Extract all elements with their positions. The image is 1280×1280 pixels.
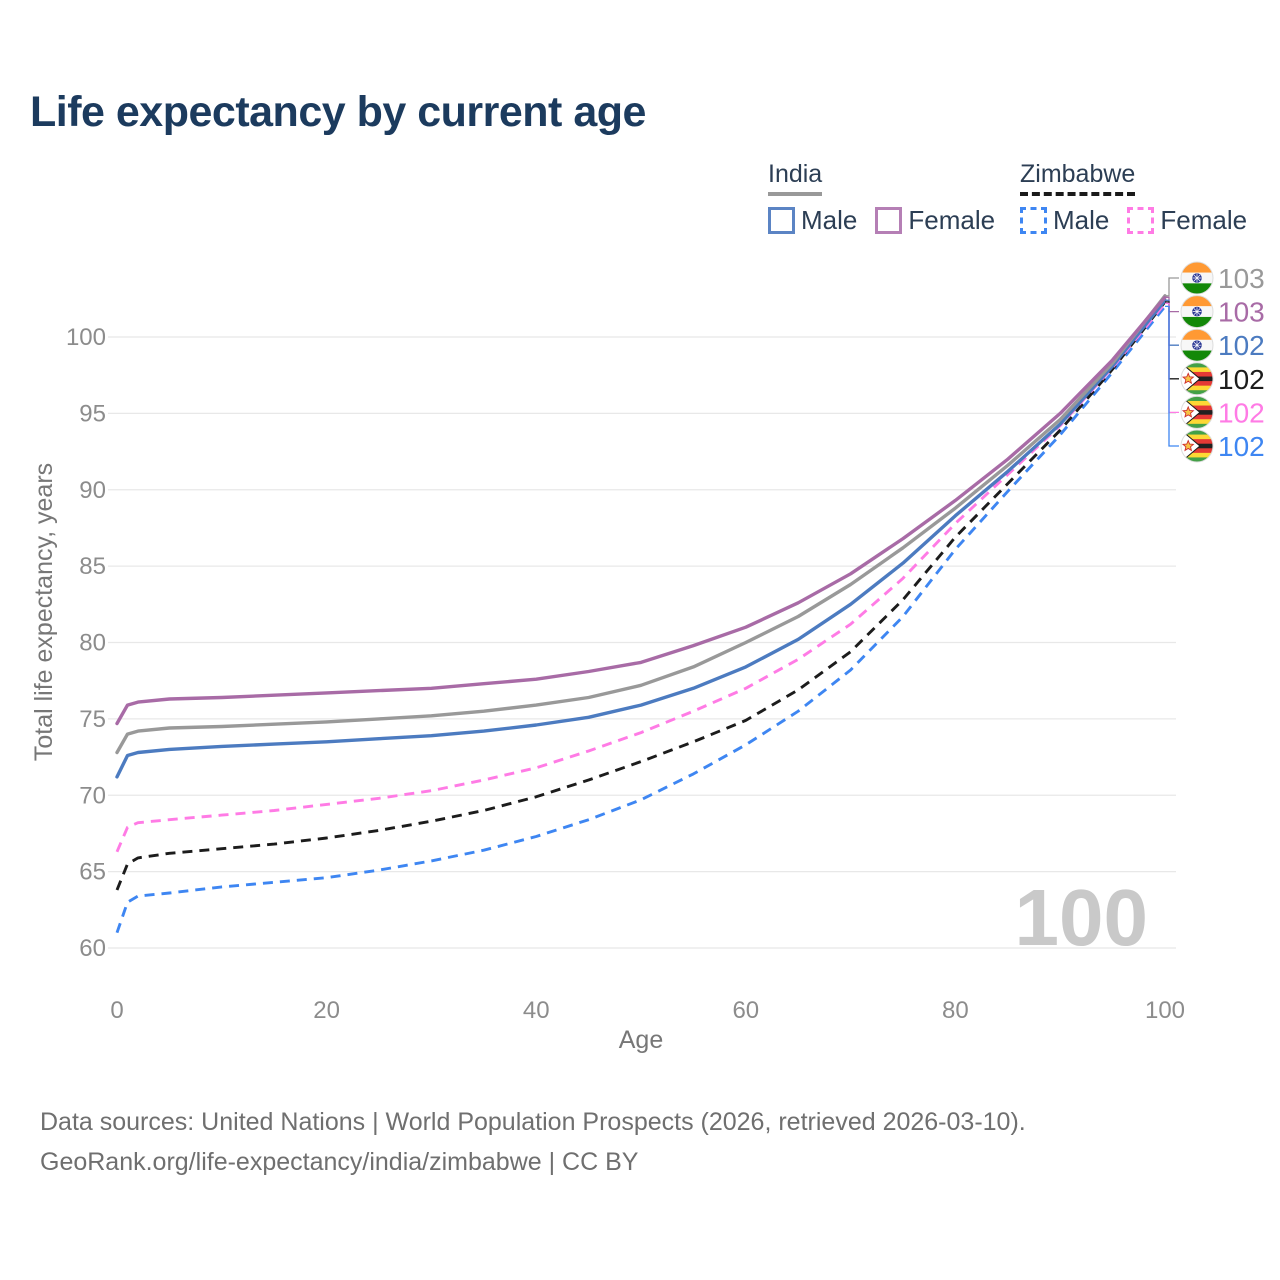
- end-label-zimbabwe-female: 102: [1180, 395, 1265, 429]
- gridlines: 60 65 70 75 80 85 90 95 100 0 20 40 60 80 100: [66, 324, 1185, 1024]
- end-label-zimbabwe-male: 102: [1180, 429, 1265, 463]
- data-sources-text: Data sources: United Nations | World Pop…: [40, 1108, 1026, 1136]
- end-label-value: 102: [1218, 397, 1265, 428]
- series-line-zimbabwe-both-sexes[interactable]: [115, 301, 1167, 891]
- y-tick-label: 90: [79, 477, 106, 504]
- legend-item-zimbabwe-female[interactable]: Female: [1127, 205, 1247, 236]
- leader-line: [1165, 296, 1179, 313]
- x-axis-title: Age: [619, 1026, 663, 1054]
- leader-line: [1165, 277, 1179, 297]
- zimbabwe-flag-icon: [1181, 362, 1213, 395]
- india-flag-icon: [1181, 329, 1213, 362]
- x-tick-label: 40: [523, 997, 550, 1024]
- y-tick-label: 60: [79, 935, 106, 962]
- x-tick-label: 0: [110, 997, 123, 1024]
- series-line-zimbabwe-male[interactable]: [115, 305, 1167, 934]
- end-label-india-both-sexes: 103: [1180, 261, 1265, 295]
- x-tick-label: 20: [313, 997, 340, 1024]
- y-tick-label: 100: [66, 324, 106, 351]
- legend-swatch-zimbabwe-male: [1020, 207, 1047, 234]
- legend-label-india-female: Female: [908, 205, 996, 235]
- end-label-value: 102: [1218, 364, 1265, 395]
- y-tick-label: 75: [79, 706, 106, 733]
- y-tick-label: 70: [79, 782, 106, 809]
- zimbabwe-flag-icon: [1181, 430, 1213, 462]
- leader-line: [1165, 305, 1179, 447]
- y-tick-label: 65: [79, 859, 106, 886]
- end-label-india-female: 103: [1180, 295, 1265, 329]
- zimbabwe-flag-icon: [1181, 396, 1213, 429]
- y-tick-label: 85: [79, 553, 106, 580]
- leader-line: [1165, 301, 1179, 380]
- series-lines: [115, 294, 1167, 934]
- legend-group-zimbabwe: Zimbabwe Male Female: [1020, 160, 1247, 236]
- series-line-india-both-sexes[interactable]: [115, 294, 1167, 755]
- end-label-value: 103: [1218, 263, 1265, 294]
- legend-items-india: Male Female: [768, 205, 995, 236]
- legend-item-india-female[interactable]: Female: [875, 205, 995, 236]
- legend-item-india-male[interactable]: Male: [768, 205, 857, 236]
- x-tick-label: 80: [942, 997, 969, 1024]
- leader-line: [1165, 302, 1179, 414]
- legend-country-zimbabwe[interactable]: Zimbabwe: [1020, 160, 1136, 196]
- legend-swatch-india-male: [768, 207, 795, 234]
- series-line-zimbabwe-female[interactable]: [115, 302, 1167, 853]
- legend-country-india[interactable]: India: [768, 160, 823, 196]
- legend-label-zimbabwe-female: Female: [1160, 205, 1248, 235]
- x-tick-label: 60: [732, 997, 759, 1024]
- y-tick-label: 80: [79, 630, 106, 657]
- end-label-value: 102: [1218, 431, 1265, 462]
- x-tick-label: 100: [1145, 997, 1185, 1024]
- series-line-india-female[interactable]: [115, 295, 1167, 726]
- legend-label-india-male: Male: [801, 205, 858, 235]
- legend-item-zimbabwe-male[interactable]: Male: [1020, 205, 1109, 236]
- series-line-india-male[interactable]: [115, 298, 1167, 779]
- attribution-text: GeoRank.org/life-expectancy/india/zimbab…: [40, 1148, 639, 1176]
- legend-swatch-india-female: [875, 207, 903, 234]
- india-flag-icon: [1181, 262, 1213, 294]
- y-axis-title: Total life expectancy, years: [30, 463, 58, 761]
- legend-items-zimbabwe: Male Female: [1020, 205, 1247, 236]
- india-flag-icon: [1181, 295, 1213, 328]
- chart-title: Life expectancy by current age: [30, 88, 646, 136]
- legend-group-india: India Male Female: [768, 160, 995, 236]
- end-label-zimbabwe-both-sexes: 102: [1180, 362, 1265, 396]
- end-label-india-male: 102: [1180, 328, 1265, 362]
- age-watermark: 100: [1015, 873, 1148, 962]
- end-label-value: 103: [1218, 297, 1265, 328]
- legend-label-zimbabwe-male: Male: [1053, 205, 1110, 235]
- end-label-value: 102: [1218, 330, 1265, 361]
- y-tick-label: 95: [79, 400, 106, 427]
- legend-swatch-zimbabwe-female: [1127, 207, 1155, 234]
